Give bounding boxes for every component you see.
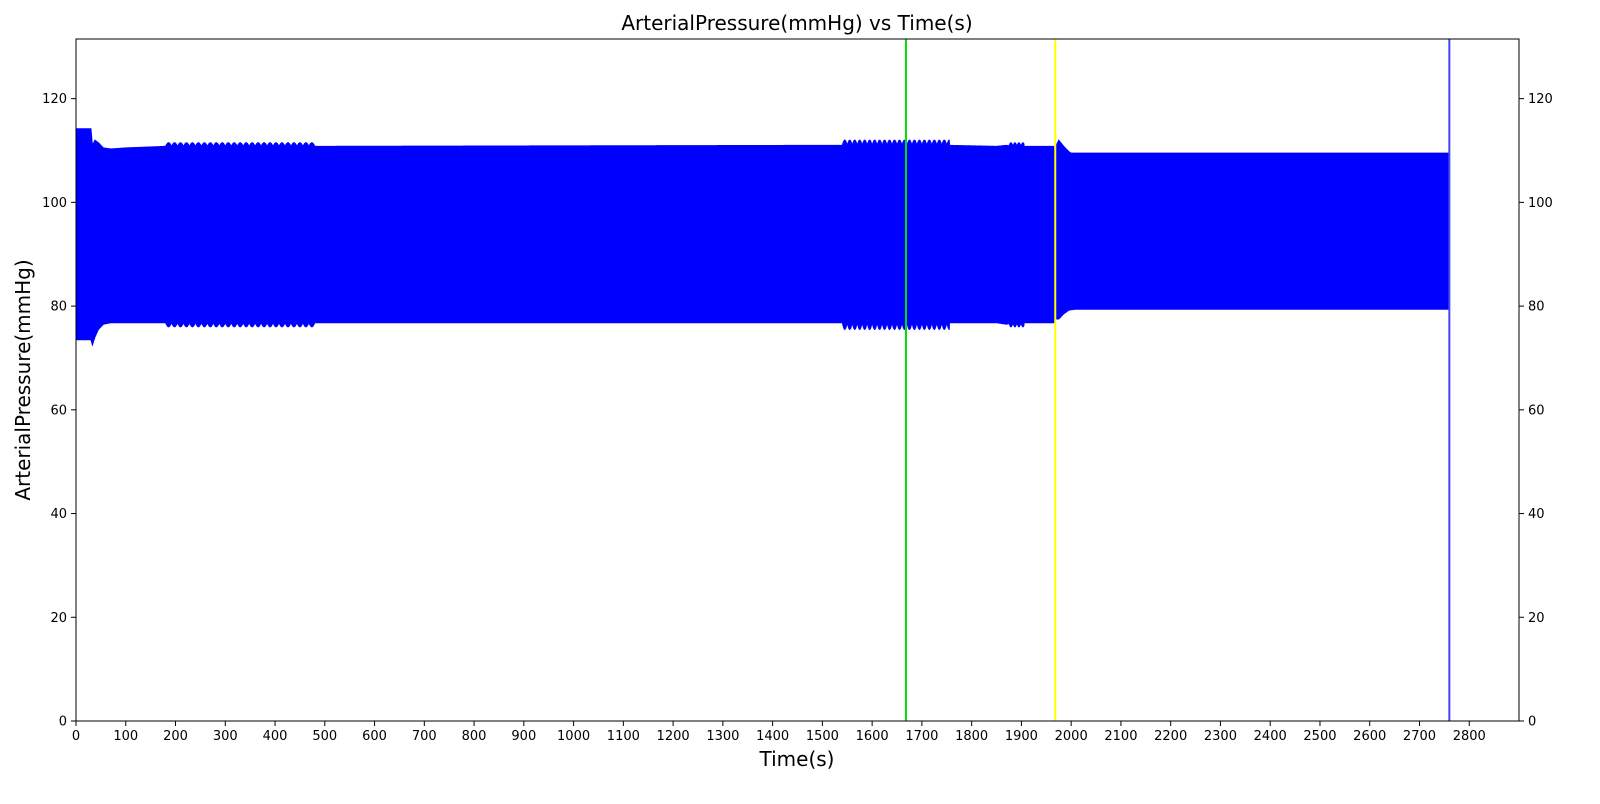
plot-content (75, 39, 1451, 721)
plot-frame (75, 38, 1520, 722)
y-right-tick-label: 0 (1528, 715, 1536, 730)
x-tick-label: 1800 (955, 729, 988, 744)
x-tick-label: 2200 (1154, 729, 1187, 744)
y-axis-title: ArterialPressure(mmHg) (11, 259, 35, 500)
x-tick-label: 400 (263, 729, 288, 744)
x-tick-label: 900 (511, 729, 536, 744)
axis-ticks: 0 100 200 300 400 500 600 700 800 900 1000 1100 1200… (42, 92, 1553, 744)
y-right-tick-label: 120 (1528, 92, 1553, 107)
x-tick-label: 2500 (1303, 729, 1336, 744)
x-tick-label: 200 (163, 729, 188, 744)
x-tick-label: 1600 (856, 729, 889, 744)
y-tick-label: 40 (50, 507, 67, 522)
y-right-tick-label: 60 (1528, 403, 1545, 418)
x-tick-label: 1200 (657, 729, 690, 744)
y-right-tick-label: 40 (1528, 507, 1545, 522)
x-tick-label: 2800 (1453, 729, 1486, 744)
y-tick-label: 20 (50, 611, 67, 626)
x-tick-label: 0 (72, 729, 80, 744)
x-tick-label: 1100 (607, 729, 640, 744)
x-tick-label: 1500 (806, 729, 839, 744)
chart-title: ArterialPressure(mmHg) vs Time(s) (621, 11, 972, 35)
x-tick-label: 1400 (756, 729, 789, 744)
x-tick-label: 300 (213, 729, 238, 744)
y-right-tick-label: 100 (1528, 196, 1553, 211)
y-tick-label: 0 (59, 715, 67, 730)
x-tick-label: 2600 (1353, 729, 1386, 744)
y-right-tick-label: 20 (1528, 611, 1545, 626)
x-axis-title: Time(s) (759, 747, 835, 771)
y-tick-label: 100 (42, 196, 67, 211)
x-tick-label: 600 (362, 729, 387, 744)
x-tick-label: 2100 (1104, 729, 1137, 744)
x-tick-label: 2000 (1055, 729, 1088, 744)
x-tick-label: 1000 (557, 729, 590, 744)
x-tick-label: 2300 (1204, 729, 1237, 744)
x-tick-label: 800 (462, 729, 487, 744)
y-tick-label: 60 (50, 403, 67, 418)
x-tick-label: 1900 (1005, 729, 1038, 744)
x-tick-label: 1700 (905, 729, 938, 744)
x-tick-label: 2700 (1403, 729, 1436, 744)
y-tick-label: 120 (42, 92, 67, 107)
x-tick-label: 2400 (1254, 729, 1287, 744)
y-tick-label: 80 (50, 300, 67, 315)
x-tick-label: 100 (113, 729, 138, 744)
y-right-tick-label: 80 (1528, 300, 1545, 315)
series-band-0 (75, 128, 1450, 347)
x-tick-label: 1300 (706, 729, 739, 744)
x-tick-label: 500 (312, 729, 337, 744)
x-tick-label: 700 (412, 729, 437, 744)
